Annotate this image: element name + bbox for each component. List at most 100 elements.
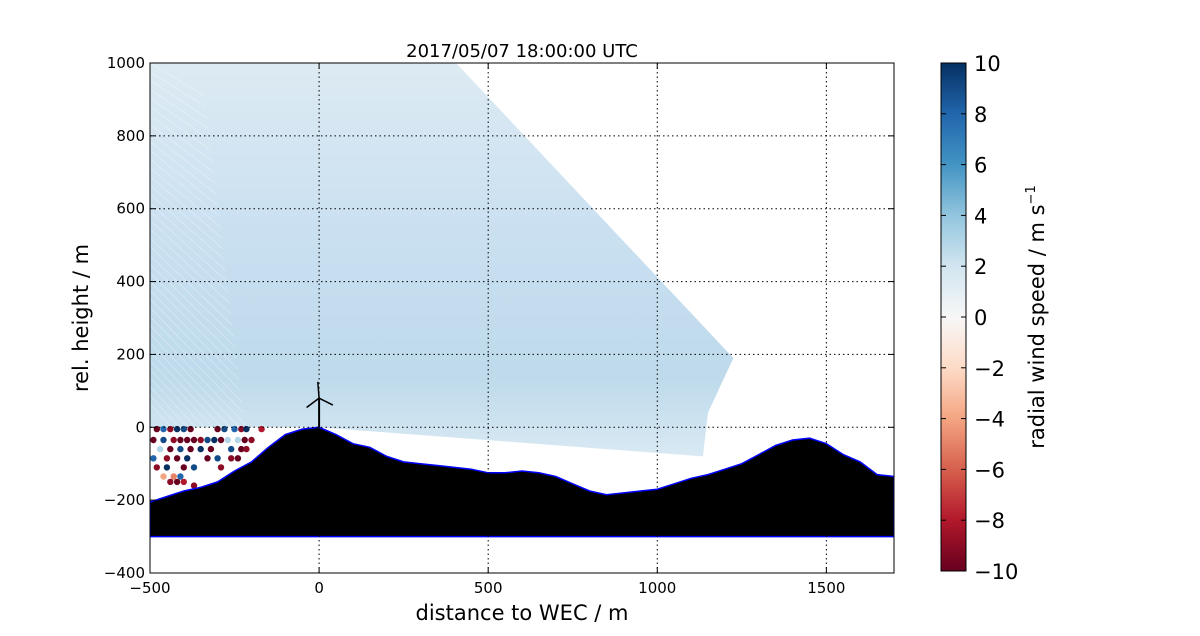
beam-line: [150, 115, 213, 162]
noise-point: [160, 425, 167, 433]
noise-point: [187, 445, 194, 453]
colorbar-tick-label: −6: [974, 458, 1005, 482]
noise-point: [187, 425, 194, 433]
beam-line: [150, 342, 248, 446]
noise-point: [167, 445, 174, 453]
colorbar-tick-label: 8: [974, 103, 987, 127]
noise-point: [150, 455, 157, 462]
colorbar-label-superscript: −1: [1024, 185, 1039, 204]
colorbar-tick-label: 6: [974, 154, 987, 178]
noise-point: [211, 436, 218, 444]
noise-point: [190, 464, 198, 471]
beam-line: [150, 333, 247, 435]
colorbar-tick-label: −4: [974, 408, 1005, 432]
beam-line: [150, 351, 250, 457]
noise-point: [184, 455, 191, 462]
colorbar-label: radial wind speed / m s−1: [1024, 185, 1049, 448]
y-axis-label: rel. height / m: [69, 244, 93, 392]
noise-point: [243, 445, 250, 453]
noise-point: [150, 436, 157, 444]
colorbar-tick-label: 4: [974, 204, 987, 228]
scan-beam-lines: [150, 63, 258, 523]
beam-line: [150, 263, 236, 348]
beam-line: [150, 167, 221, 228]
noise-point: [173, 425, 181, 433]
y-tick-label: 400: [116, 273, 145, 291]
noise-point: [238, 425, 245, 433]
noise-point: [204, 436, 211, 444]
beam-line: [150, 298, 241, 392]
colorbar-tick-label: 0: [974, 306, 987, 330]
beam-line: [150, 325, 245, 424]
beam-line: [150, 368, 252, 479]
noise-point: [184, 436, 191, 444]
x-tick-label: 1500: [807, 579, 845, 597]
beam-line: [150, 132, 216, 184]
x-axis-label: distance to WEC / m: [416, 601, 629, 625]
y-tick-label: 800: [116, 127, 145, 145]
beam-line: [150, 176, 222, 239]
noise-point: [177, 445, 184, 453]
x-tick-label: −500: [129, 579, 170, 597]
noise-point: [228, 445, 235, 453]
turbine-blade: [306, 397, 320, 409]
noise-point: [197, 445, 204, 453]
beam-line: [150, 255, 235, 337]
x-tick-label: 1000: [638, 579, 676, 597]
colorbar-label-text: radial wind speed / m s: [1025, 204, 1049, 448]
wind-turbine-icon: [306, 381, 334, 428]
beam-line: [150, 123, 214, 173]
wind-field-scan-sector: [150, 63, 734, 457]
colorbar-tick-label: −10: [974, 560, 1018, 584]
noise-point: [238, 445, 245, 453]
noise-point: [214, 455, 221, 462]
noise-point: [153, 464, 160, 471]
y-tick-label: 200: [116, 345, 145, 363]
y-tick-label: −200: [104, 491, 145, 509]
beam-line: [150, 290, 240, 381]
y-tick-label: 0: [135, 418, 145, 436]
turbine-blade: [318, 397, 334, 406]
noise-point: [190, 436, 198, 444]
noise-point: [163, 455, 171, 462]
noise-point: [234, 436, 242, 444]
noise-point: [197, 436, 204, 444]
beam-line: [150, 80, 208, 118]
x-tick-label: 500: [474, 579, 503, 597]
noise-point: [241, 436, 248, 444]
noise-point: [156, 445, 164, 453]
colorbar-ticks: −10 −8 −6 −4 −2 0 2 4 6 8 10: [941, 52, 1018, 584]
noise-points: [150, 425, 265, 489]
beam-line: [150, 185, 224, 250]
colorbar: −10 −8 −6 −4 −2 0 2 4 6 8 10 radial wind speed / m…: [940, 52, 1049, 584]
x-axis-ticks: −500 0 500 1000 1500: [129, 63, 845, 597]
y-tick-label: 1000: [107, 54, 145, 72]
noise-point: [180, 464, 187, 471]
noise-point: [207, 445, 215, 453]
noise-point: [177, 473, 184, 480]
y-tick-label: 600: [116, 200, 145, 218]
colorbar-tick-label: −8: [974, 509, 1005, 533]
beam-line: [150, 150, 218, 206]
colorbar-tick-label: −2: [974, 357, 1005, 381]
noise-point: [228, 455, 235, 462]
terrain-profile: [150, 426, 894, 538]
beam-line: [150, 97, 210, 140]
x-tick-label: 0: [314, 579, 324, 597]
beam-line: [150, 316, 244, 413]
colorbar-tick-label: 2: [974, 255, 987, 279]
noise-point: [170, 436, 177, 444]
beam-line: [150, 158, 220, 217]
chart-title: 2017/05/07 18:00:00 UTC: [406, 41, 638, 62]
noise-point: [160, 473, 167, 480]
noise-point: [234, 455, 242, 462]
noise-point: [248, 436, 255, 444]
noise-point: [167, 478, 174, 486]
noise-point: [177, 436, 184, 444]
noise-point: [160, 436, 167, 444]
beam-line: [150, 220, 229, 293]
noise-point: [170, 473, 177, 480]
beam-line: [150, 211, 228, 282]
noise-point: [214, 425, 221, 433]
